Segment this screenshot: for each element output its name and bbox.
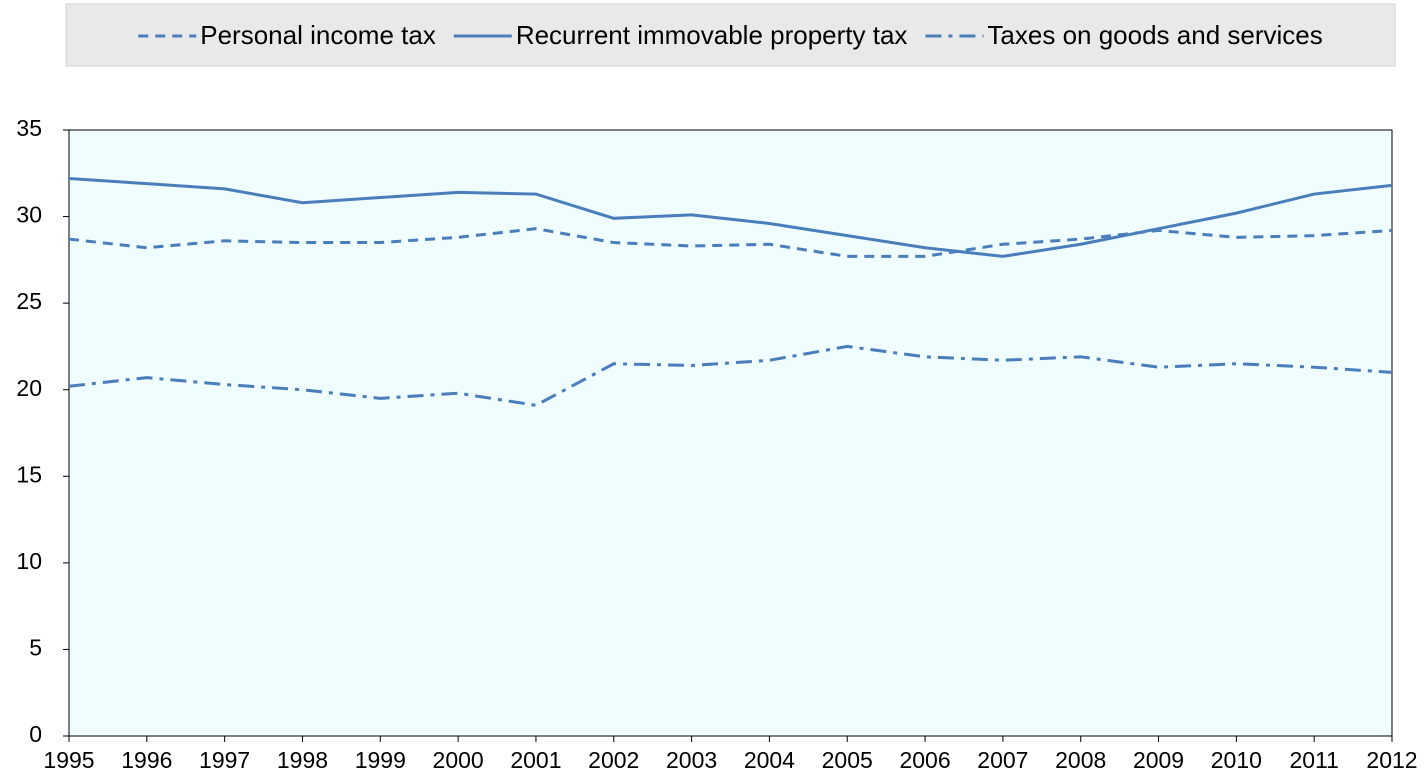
series-line (68, 227, 1393, 258)
x-tick-label: 2005 (822, 747, 873, 773)
x-tick-label: 2000 (433, 747, 484, 773)
y-tick-label: 15 (16, 461, 42, 487)
legend-item: Recurrent immovable property tax (453, 20, 908, 50)
x-tick-label: 2010 (1211, 747, 1262, 773)
x-tick-label: 2011 (1289, 747, 1338, 773)
series-line (68, 176, 1393, 258)
legend-label: Personal income tax (200, 20, 436, 50)
y-tick-label: 35 (16, 115, 42, 141)
legend-label: Taxes on goods and services (987, 20, 1322, 50)
x-tick-label: 2012 (1366, 747, 1417, 773)
x-tick-label: 1996 (121, 747, 172, 773)
x-tick-label: 1997 (199, 747, 250, 773)
legend-label: Recurrent immovable property tax (516, 20, 908, 50)
legend-item: Taxes on goods and services (925, 20, 1323, 50)
x-tick-label: 2003 (666, 747, 717, 773)
x-tick-label: 2006 (899, 747, 950, 773)
x-tick-label: 1999 (355, 747, 406, 773)
x-tick-label: 2002 (588, 747, 639, 773)
y-tick-label: 5 (29, 635, 42, 661)
x-tick-label: 2008 (1055, 747, 1106, 773)
y-tick-label: 10 (16, 548, 42, 574)
y-tick-label: 0 (29, 721, 42, 747)
y-tick-label: 30 (16, 202, 42, 228)
y-tick-label: 25 (16, 288, 42, 314)
x-tick-label: 2007 (977, 747, 1028, 773)
x-tick-label: 1995 (43, 747, 94, 773)
legend-box (65, 3, 1396, 67)
x-tick-label: 2001 (510, 747, 561, 773)
x-tick-label: 2004 (744, 747, 795, 773)
legend-item: Personal income tax (138, 20, 436, 50)
x-tick-label: 2009 (1133, 747, 1184, 773)
legend: Personal income tax Recurrent immovable p… (138, 20, 1323, 50)
x-tick-label: 1998 (277, 747, 328, 773)
y-tick-label: 20 (16, 375, 42, 401)
